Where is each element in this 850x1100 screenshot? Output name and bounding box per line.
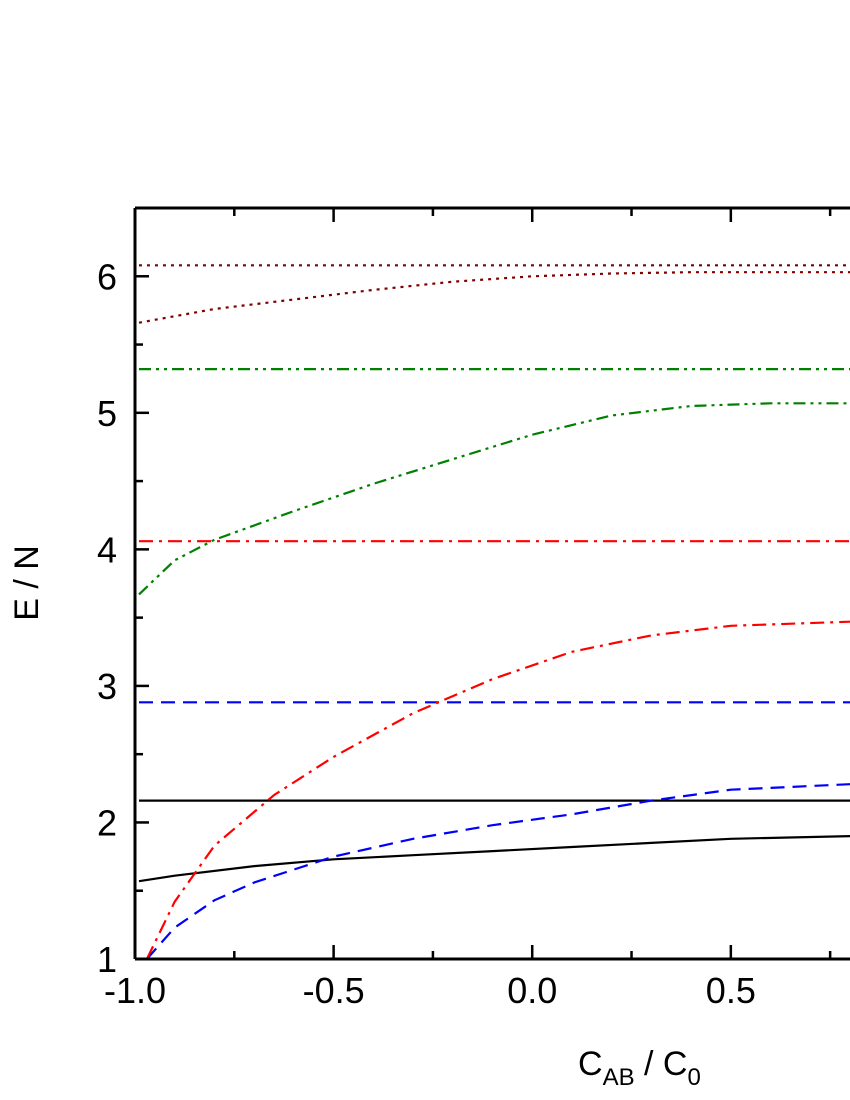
- x-tick-label: 0.0: [507, 970, 557, 1011]
- y-tick-label: 1: [97, 939, 117, 980]
- series-line-10: [138, 271, 850, 324]
- y-tick-label: 5: [97, 393, 117, 434]
- plot-area: [138, 264, 850, 960]
- y-tick-label: 3: [97, 666, 117, 707]
- y-tick-label: 6: [97, 256, 117, 297]
- series-line-2: [138, 835, 850, 883]
- x-axis-label: CAB / C0: [578, 1045, 701, 1091]
- series-line-4: [146, 783, 850, 960]
- x-tick-label: -0.5: [303, 970, 365, 1011]
- y-axis-label: E / N: [8, 545, 46, 621]
- series-line-8: [138, 402, 850, 596]
- y-tick-label: 4: [97, 529, 117, 570]
- x-tick-label: -1.0: [104, 970, 166, 1011]
- axes: -1.0 -0.5 0.0 0.5 1 2 3 4 5 6: [97, 206, 850, 1011]
- y-tick-label: 2: [97, 802, 117, 843]
- x-tick-label: 0.5: [706, 970, 756, 1011]
- series-line-6: [145, 620, 850, 960]
